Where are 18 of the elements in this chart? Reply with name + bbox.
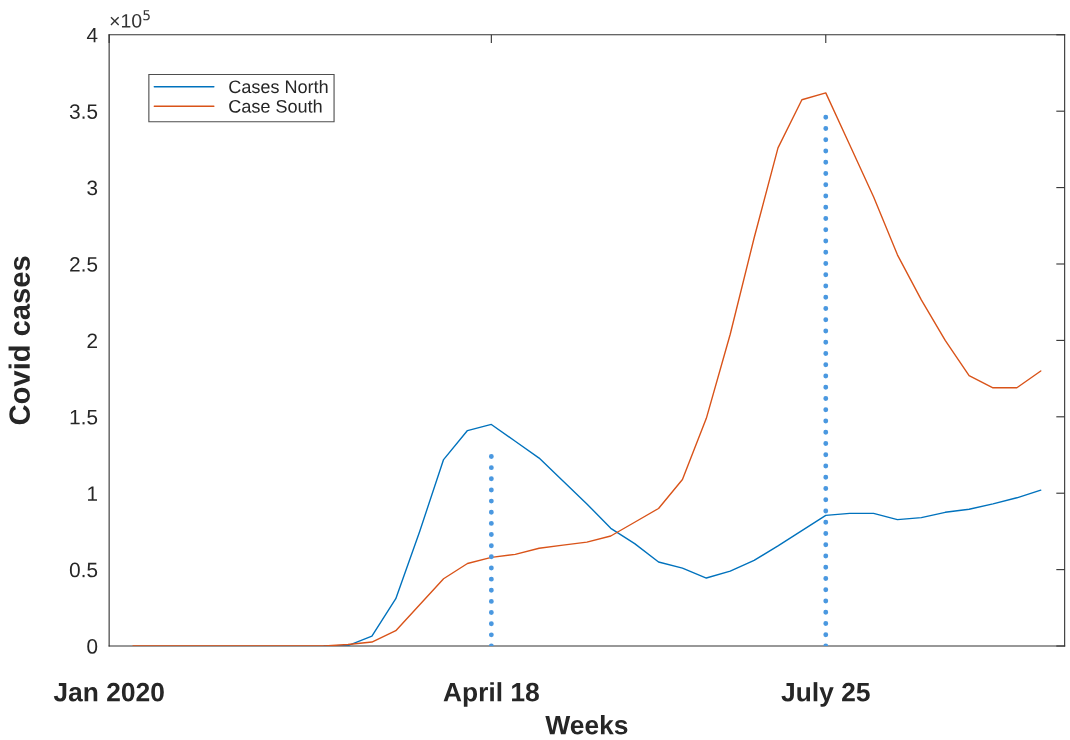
x-tick-label: July 25 bbox=[781, 682, 870, 707]
y-tick-label: 4 bbox=[86, 28, 98, 43]
y-tick-label: 3 bbox=[87, 180, 98, 196]
y-axis-title: Covid cases bbox=[8, 256, 30, 425]
x-tick-label: April 18 bbox=[443, 682, 539, 707]
y-tick-label: 0 bbox=[87, 639, 98, 654]
y-tick-label: 2 bbox=[87, 333, 97, 348]
x-tick-label: Jan 2020 bbox=[53, 682, 164, 702]
y-tick-label: 1.5 bbox=[70, 410, 98, 425]
text: ×10$^{5}$ bbox=[110, 10, 150, 28]
legend-label: Cases North bbox=[229, 79, 328, 94]
y-tick-label: 1 bbox=[88, 486, 98, 501]
y-tick-label: 2.5 bbox=[70, 257, 98, 272]
legend-label: Case South bbox=[229, 99, 322, 113]
x-axis-title: Weeks bbox=[545, 715, 628, 735]
y-tick-label: 0.5 bbox=[69, 562, 98, 578]
line-series bbox=[132, 92, 1042, 647]
y-tick-label: 3.5 bbox=[69, 104, 98, 119]
